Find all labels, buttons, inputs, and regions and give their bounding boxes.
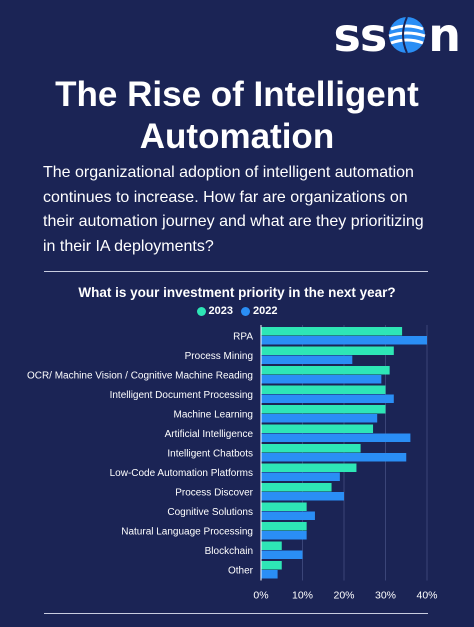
bar-2022 xyxy=(261,355,353,364)
category-label: Intelligent Chatbots xyxy=(167,449,253,460)
top-divider xyxy=(44,271,428,272)
bar-2022 xyxy=(261,472,340,481)
bar-2023 xyxy=(261,346,394,355)
x-tick-label: 20% xyxy=(333,590,354,602)
page-title: The Rise of Intelligent Automation xyxy=(55,75,419,156)
bar-2023 xyxy=(261,522,307,531)
sson-logo: ss n xyxy=(333,8,461,62)
category-label: Other xyxy=(228,566,254,577)
bar-2023 xyxy=(261,502,307,511)
bar-2023 xyxy=(261,444,361,453)
x-tick-label: 30% xyxy=(375,590,396,602)
intro-paragraph: The organizational adoption of intellige… xyxy=(43,164,424,255)
x-tick-label: 10% xyxy=(292,590,313,602)
legend-swatch-2023 xyxy=(196,306,206,316)
chart-legend: 2023 2022 xyxy=(0,305,474,317)
category-label: Cognitive Solutions xyxy=(167,507,253,518)
bar-2022 xyxy=(261,433,411,442)
bar-2023 xyxy=(261,541,282,550)
legend-swatch-2022 xyxy=(241,306,250,316)
bar-2023 xyxy=(261,483,332,492)
bar-2023 xyxy=(261,327,403,336)
legend-item-2023: 2023 xyxy=(196,305,233,317)
bar-2022 xyxy=(261,511,315,520)
bar-2023 xyxy=(261,366,390,375)
category-label: RPA xyxy=(233,332,253,343)
logo-text-right: n xyxy=(428,8,461,62)
bar-2022 xyxy=(261,570,278,579)
x-tick-label: 40% xyxy=(416,590,437,602)
x-tick-label: 0% xyxy=(253,590,268,602)
bar-2022 xyxy=(261,375,382,384)
bar-2022 xyxy=(261,394,394,403)
logo-text-left: ss xyxy=(333,8,387,62)
globe-icon xyxy=(388,16,426,54)
chart-title: What is your investment priority in the … xyxy=(78,285,396,300)
category-label: Machine Learning xyxy=(174,410,254,421)
category-label: Artificial Intelligence xyxy=(165,429,254,440)
bar-2022 xyxy=(261,336,427,345)
bar-2023 xyxy=(261,424,374,433)
category-label: Intelligent Document Processing xyxy=(110,390,253,401)
legend-label-2023: 2023 xyxy=(208,305,233,317)
bar-2022 xyxy=(261,453,407,462)
category-label: Process Mining xyxy=(185,351,253,362)
bar-2022 xyxy=(261,550,303,559)
bar-2023 xyxy=(261,405,386,414)
bar-2022 xyxy=(261,414,378,423)
category-label: Process Discover xyxy=(175,488,253,499)
legend-label-2022: 2022 xyxy=(253,305,278,317)
category-label: OCR/ Machine Vision / Cognitive Machine … xyxy=(27,371,253,382)
category-label: Natural Language Processing xyxy=(121,527,253,538)
bar-2022 xyxy=(261,531,307,540)
category-label: Low-Code Automation Platforms xyxy=(110,468,253,479)
category-label: Blockchain xyxy=(205,546,253,557)
bottom-divider xyxy=(44,613,428,614)
legend-item-2022: 2022 xyxy=(241,305,277,317)
bar-2023 xyxy=(261,463,357,472)
bar-2023 xyxy=(261,561,282,570)
bar-2022 xyxy=(261,492,344,501)
bar-2023 xyxy=(261,385,386,394)
